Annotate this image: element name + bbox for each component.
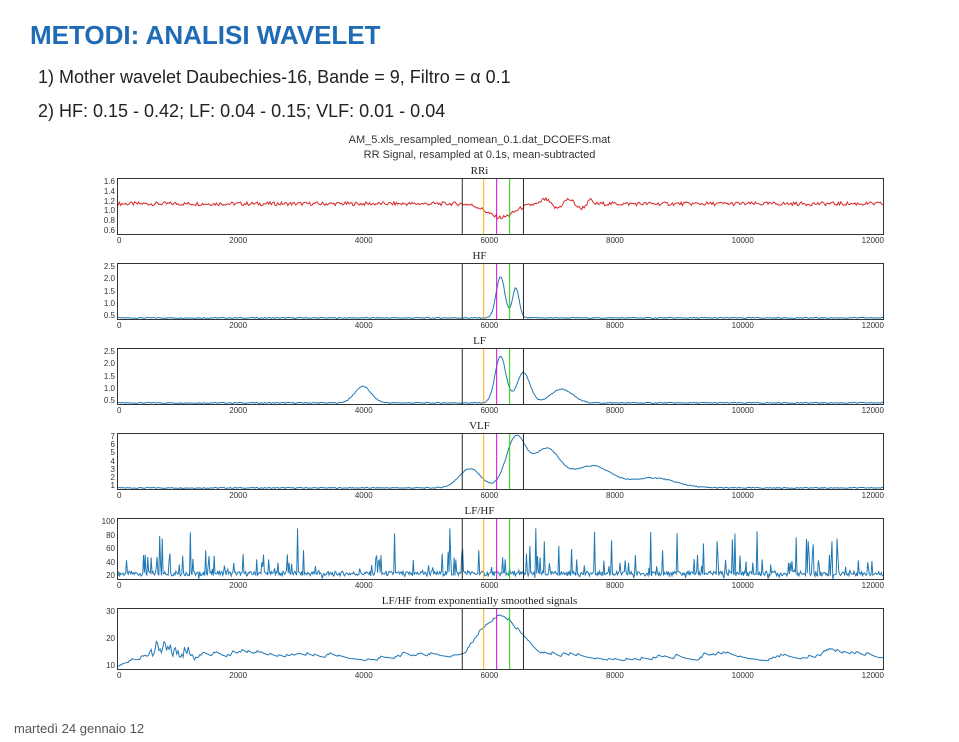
y-axis: 2.52.01.51.00.5 (75, 348, 117, 405)
plot-area (117, 518, 884, 580)
method-line-2: 2) HF: 0.15 - 0.42; LF: 0.04 - 0.15; VLF… (38, 99, 929, 123)
panel-label: VLF (75, 420, 884, 433)
x-axis: 020004000600080001000012000 (117, 580, 884, 591)
plot-area (117, 433, 884, 490)
y-axis: 302010 (75, 608, 117, 670)
panel-ratio: LF/HF 10080604020 0200040006000800010000… (75, 505, 884, 591)
panel-hf: HF 2.52.01.51.00.5 020004000600080001000… (75, 250, 884, 331)
panel-rr: RRi 1.61.41.21.00.80.6 02000400060008000… (75, 165, 884, 246)
x-axis: 020004000600080001000012000 (117, 235, 884, 246)
plot-area (117, 263, 884, 320)
y-axis: 2.52.01.51.00.5 (75, 263, 117, 320)
wavelet-chart: AM_5.xls_resampled_nomean_0.1.dat_DCOEFS… (75, 134, 884, 682)
page-title: METODI: ANALISI WAVELET (30, 20, 929, 51)
panel-lf: LF 2.52.01.51.00.5 020004000600080001000… (75, 335, 884, 416)
y-axis: 1.61.41.21.00.80.6 (75, 178, 117, 235)
x-axis: 020004000600080001000012000 (117, 670, 884, 681)
panel-label: LF/HF from exponentially smoothed signal… (75, 595, 884, 608)
chart-header-1: AM_5.xls_resampled_nomean_0.1.dat_DCOEFS… (75, 134, 884, 148)
x-axis: 020004000600080001000012000 (117, 405, 884, 416)
footer-date: martedì 24 gennaio 12 (14, 721, 144, 736)
chart-header-2: RR Signal, resampled at 0.1s, mean-subtr… (75, 149, 884, 163)
panel-vlf: VLF 7654321 020004000600080001000012000 (75, 420, 884, 501)
panel-label: LF (75, 335, 884, 348)
plot-area (117, 348, 884, 405)
method-line-1: 1) Mother wavelet Daubechies-16, Bande =… (38, 65, 929, 89)
panel-label: RRi (75, 165, 884, 178)
panel-label: HF (75, 250, 884, 263)
plot-area (117, 608, 884, 670)
y-axis: 10080604020 (75, 518, 117, 580)
panel-label: LF/HF (75, 505, 884, 518)
x-axis: 020004000600080001000012000 (117, 490, 884, 501)
panel-smooth: LF/HF from exponentially smoothed signal… (75, 595, 884, 681)
x-axis: 020004000600080001000012000 (117, 320, 884, 331)
plot-area (117, 178, 884, 235)
y-axis: 7654321 (75, 433, 117, 490)
